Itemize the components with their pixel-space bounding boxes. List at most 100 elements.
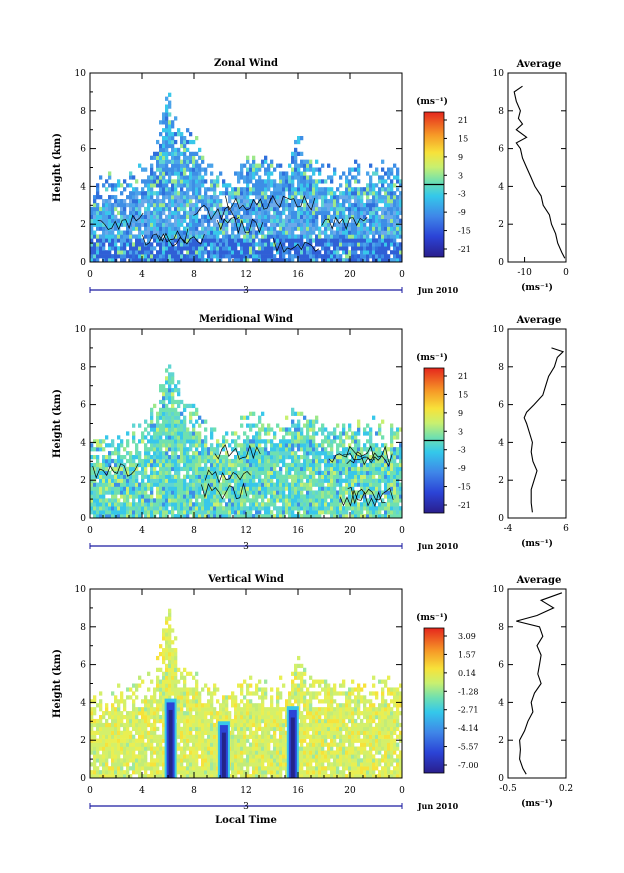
colorbar-label: 3 (458, 171, 463, 180)
colorbar-label: 3 (458, 427, 463, 436)
x-tick-label: 16 (292, 786, 304, 796)
profile-y-tick-label: 6 (498, 661, 504, 671)
x-tick-label: 8 (191, 526, 197, 536)
profile-y-tick-label: 4 (498, 182, 504, 192)
colorbar-label: -7.00 (458, 761, 479, 770)
profile-frame (507, 588, 567, 779)
x-tick-label: 12 (240, 786, 251, 796)
colorbar-label: -2.71 (458, 706, 479, 715)
y-axis-label: Height (km) (52, 649, 63, 718)
y-tick-label: 4 (80, 438, 86, 448)
x-tick-label: 0 (87, 270, 93, 280)
y-tick-label: 2 (80, 736, 86, 746)
x-tick-label: 4 (139, 786, 145, 796)
y-tick-label: 10 (75, 325, 87, 335)
profile-line (513, 85, 566, 259)
profile-title: Average (516, 315, 562, 326)
colorbar-label: -4.14 (458, 724, 479, 733)
heatmap-field (90, 92, 403, 263)
x-tick-label: 8 (191, 786, 197, 796)
y-tick-label: 6 (80, 145, 86, 155)
x-tick-label: 4 (139, 270, 145, 280)
profile-y-tick-label: 6 (498, 145, 504, 155)
y-tick-label: 2 (80, 220, 86, 230)
profile-x-tick-label: -10 (517, 268, 532, 278)
colorbar (423, 627, 445, 774)
profile-y-tick-label: 8 (498, 623, 504, 633)
colorbar-label: -3 (458, 190, 466, 199)
profile-y-tick-label: 4 (498, 698, 504, 708)
x-tick-label: 12 (240, 526, 251, 536)
colorbar-label: 0.14 (458, 669, 476, 678)
y-axis-label: Height (km) (52, 133, 63, 202)
profile-y-tick-label: 10 (493, 69, 505, 79)
profile-y-tick-label: 10 (493, 585, 505, 595)
y-tick-label: 6 (80, 661, 86, 671)
zero-contours (97, 194, 368, 253)
profile-x-tick-label: -4 (504, 524, 513, 534)
profile-x-tick-label: 0 (563, 268, 569, 278)
profile-title: Average (516, 59, 562, 70)
profile-line (523, 347, 565, 513)
x-tick-label: 12 (240, 270, 251, 280)
colorbar-label: 21 (458, 116, 468, 125)
downdraft-2 (217, 721, 230, 778)
y-tick-label: 2 (80, 476, 86, 486)
x-tick-label: 4 (139, 526, 145, 536)
profile-y-tick-label: 10 (493, 325, 505, 335)
y-tick-label: 8 (80, 363, 86, 373)
colorbar-label: -5.57 (458, 743, 479, 752)
y-tick-label: 4 (80, 182, 86, 192)
profile-y-tick-label: 2 (498, 476, 504, 486)
date-label: Jun 2010 (417, 801, 459, 811)
colorbar-label: -21 (458, 245, 471, 254)
date-axis-label: 3 (243, 542, 249, 552)
x-tick-label: 20 (344, 786, 356, 796)
panel-title: Vertical Wind (207, 574, 284, 585)
x-tick-label: 0 (87, 526, 93, 536)
y-tick-label: 4 (80, 698, 86, 708)
colorbar-label: 3.09 (458, 632, 476, 641)
profile-x-tick-label: -0.5 (499, 784, 517, 794)
profile-x-tick-label: 6 (563, 524, 569, 534)
x-tick-label: 0 (87, 786, 93, 796)
profile-y-tick-label: 6 (498, 401, 504, 411)
profile-title: Average (516, 575, 562, 586)
y-tick-label: 6 (80, 401, 86, 411)
x-tick-label: 16 (292, 526, 304, 536)
colorbar-unit: (ms⁻¹) (416, 612, 448, 623)
colorbar-label: 15 (458, 390, 468, 399)
y-axis-label: Height (km) (52, 389, 63, 458)
downdraft-1 (164, 698, 177, 778)
profile-y-tick-label: 0 (498, 258, 504, 268)
y-tick-label: 8 (80, 623, 86, 633)
downdraft-3 (286, 706, 299, 778)
profile-y-tick-label: 2 (498, 220, 504, 230)
date-axis-label: 3 (243, 802, 249, 812)
colorbar-label: 15 (458, 134, 468, 143)
profile-y-tick-label: 4 (498, 438, 504, 448)
profile-y-tick-label: 0 (498, 514, 504, 524)
x-axis-label: Local Time (215, 815, 277, 826)
colorbar-label: 21 (458, 372, 468, 381)
date-label: Jun 2010 (417, 541, 459, 551)
colorbar-label: 9 (458, 153, 463, 162)
date-label: Jun 2010 (417, 285, 459, 295)
profile-x-label: (ms⁻¹) (521, 798, 553, 809)
y-tick-label: 10 (75, 585, 87, 595)
colorbar-label: -1.28 (458, 687, 479, 696)
x-tick-label: 16 (292, 270, 304, 280)
colorbar-label: -21 (458, 501, 471, 510)
colorbar-label: -3 (458, 446, 466, 455)
date-axis-label: 3 (243, 286, 249, 296)
y-tick-label: 8 (80, 107, 86, 117)
profile-x-label: (ms⁻¹) (521, 282, 553, 293)
profile-x-label: (ms⁻¹) (521, 538, 553, 549)
profile-x-tick-label: 0.2 (559, 784, 573, 794)
x-tick-label: 20 (344, 270, 356, 280)
panel-title: Zonal Wind (214, 58, 278, 69)
colorbar-label: -9 (458, 208, 466, 217)
